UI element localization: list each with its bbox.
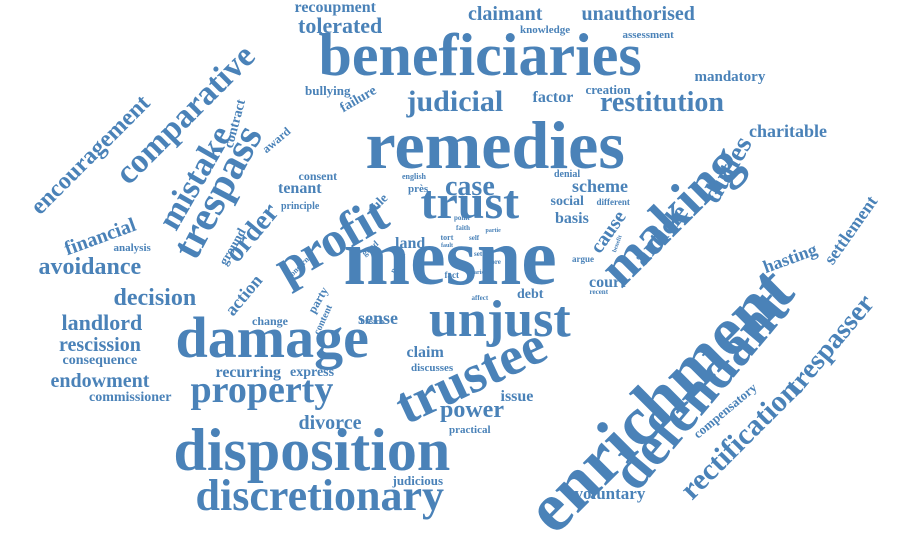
word-debt: debt (517, 287, 544, 302)
word-recurring: recurring (215, 364, 281, 381)
word-arise: arise (474, 270, 487, 276)
word-breach: breach (360, 317, 384, 326)
word-judicious: judicious (392, 472, 444, 488)
word-restitution: restitution (600, 87, 724, 118)
word-different: different (596, 196, 630, 207)
word-assessment: assessment (622, 28, 674, 41)
word-recent: recent (589, 287, 609, 296)
word-sense: sense (358, 308, 398, 328)
word-power: power (440, 397, 504, 423)
word-consequence: consequence (62, 353, 138, 368)
word-express: express (290, 365, 335, 380)
word-faith: faith (456, 223, 470, 232)
word-case: case (445, 171, 495, 202)
word-denial: denial (554, 169, 581, 180)
word-damage: damage (175, 305, 369, 370)
word-english: english (402, 172, 427, 181)
word-fact: fact (444, 269, 460, 280)
word-mesne: mesne (343, 214, 557, 302)
word-voluntary: voluntary (574, 483, 646, 503)
word-discretionary: discretionary (195, 471, 445, 520)
word-affect: affect (471, 293, 489, 302)
word-decision: decision (113, 285, 197, 311)
word-mandatory: mandatory (694, 68, 766, 85)
word-argue: argue (572, 253, 594, 264)
word-creation: creation (585, 81, 631, 97)
word-analysis: analysis (113, 241, 151, 254)
word-practical: practical (449, 423, 491, 436)
word-partie: partie (485, 228, 501, 234)
word-claimant: claimant (468, 3, 543, 25)
word-landlord: landlord (61, 310, 143, 335)
word-avoidance: avoidance (38, 254, 142, 280)
word-tort: tort (440, 233, 454, 242)
word-fault: fault (441, 243, 453, 249)
word-divorce: divorce (298, 412, 362, 434)
word-tolerated: tolerated (298, 13, 383, 38)
word-point: point (454, 213, 470, 222)
word-recoupment: recoupment (294, 0, 376, 16)
word-basis: basis (555, 210, 589, 227)
word-court: court (589, 274, 626, 291)
word-trust: trust (420, 176, 520, 229)
word-remedies: remedies (365, 107, 625, 183)
word-pr-s: près (408, 182, 429, 195)
word-hasting: hasting (760, 239, 820, 277)
word-settlement: settlement (819, 191, 881, 269)
word-discusses: discusses (411, 361, 454, 374)
word-unjust: unjust (429, 291, 571, 348)
word-claim: claim (406, 344, 444, 361)
word-commissioner: commissioner (89, 390, 172, 405)
word-bullying: bullying (305, 82, 351, 98)
word-land: land (395, 235, 426, 252)
word-factor: factor (532, 89, 574, 106)
word-more: more (485, 257, 501, 266)
word-rescission: rescission (59, 334, 141, 356)
word-charitable: charitable (749, 121, 827, 141)
word-unauthorised: unauthorised (581, 3, 695, 25)
word-knowledge: knowledge (520, 23, 571, 36)
word-change: change (252, 314, 288, 328)
word-issue: issue (500, 388, 534, 405)
word-disposition: disposition (173, 417, 451, 483)
word-tenant: tenant (278, 180, 322, 197)
word-judicial: judicial (406, 85, 504, 118)
word-consent: consent (298, 169, 338, 183)
word-self: self (469, 233, 480, 242)
word-principle: principle (281, 201, 320, 212)
word-award: award (258, 124, 293, 156)
word-social: social (550, 194, 584, 209)
word-scheme: scheme (572, 176, 628, 196)
word-property: property (190, 369, 334, 411)
word-endowment: endowment (50, 370, 150, 392)
word-beneficiaries: beneficiaries (318, 22, 642, 88)
word-set: set (474, 249, 483, 258)
